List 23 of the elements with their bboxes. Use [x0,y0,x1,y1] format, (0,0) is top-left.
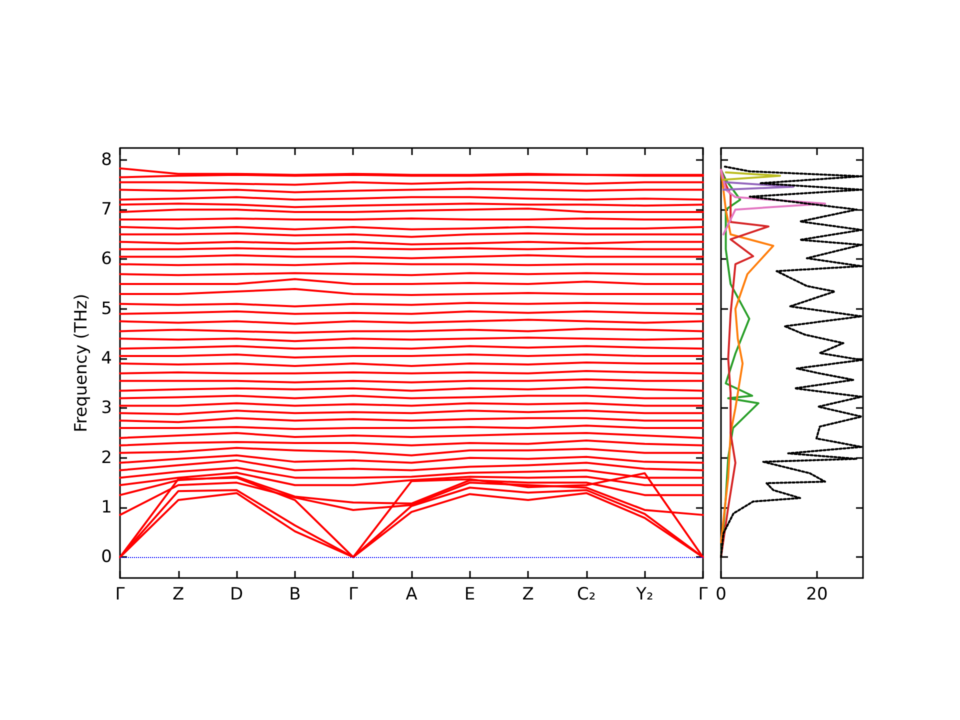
y-axis-title: Frequency (THz) [72,294,92,432]
x-tick-label: Z [522,584,534,604]
x-tick-label: A [406,584,418,604]
x-tick-label: D [230,584,244,604]
x-tick-label: B [289,584,301,604]
x-tick-label: Γ [348,584,358,604]
y-tick-label: 7 [101,200,112,220]
y-tick-label: 0 [101,547,112,568]
y-tick-label: 2 [101,448,112,468]
y-tick-label: 8 [101,150,112,170]
y-tick-label: 4 [101,348,112,369]
y-tick-label: 3 [101,398,112,418]
x-tick-label: C₂ [577,584,596,604]
y-tick-label: 5 [101,298,112,319]
x-tick-label: Γ [698,584,708,604]
y-tick-label: 6 [101,249,112,270]
x-tick-label: 0 [716,584,726,604]
x-tick-label: Z [172,584,184,604]
x-tick-label: Γ [115,584,126,604]
y-tick-label: 1 [101,497,112,518]
x-tick-label: 20 [806,584,828,604]
x-tick-label: E [464,584,476,604]
x-tick-label: Y₂ [635,584,654,604]
